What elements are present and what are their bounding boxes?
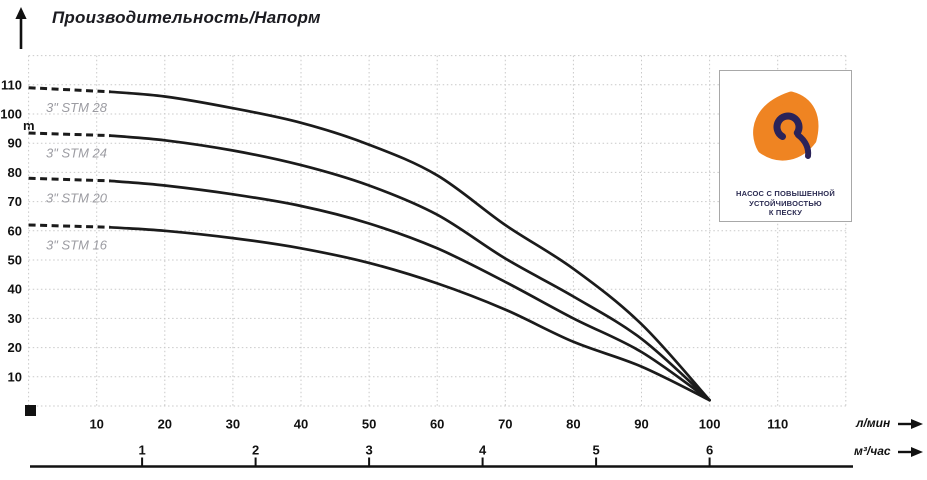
impeller-flower-icon	[752, 91, 818, 161]
x-tick-label-m3h: 1	[138, 443, 145, 458]
chart-title: Производительность/Напорм	[52, 8, 321, 27]
pump-curve	[108, 225, 711, 402]
y-tick-label: 100	[0, 107, 22, 122]
x-tick-label-m3h: 3	[365, 443, 372, 458]
badge-caption-line3: К ПЕСКУ	[768, 208, 803, 217]
pump-curve-dashed	[28, 86, 111, 94]
badge-caption-line1: НАСОС С ПОВЫШЕННОЙ	[736, 189, 835, 198]
x-tick-label-m3h: 6	[706, 443, 713, 458]
pump-curve-label: 3" STM 24	[46, 145, 107, 160]
pump-curve-label: 3" STM 20	[46, 191, 108, 206]
pump-curve	[108, 134, 711, 402]
y-tick-label: 50	[8, 253, 22, 268]
y-tick-label: 70	[8, 194, 22, 209]
x-tick-label-lmin: 70	[498, 417, 512, 432]
y-tick-label: 110	[1, 77, 22, 92]
up-arrow-icon	[15, 7, 27, 49]
x-tick-label-lmin: 10	[89, 417, 103, 432]
x-tick-label-lmin: 30	[226, 417, 240, 432]
pump-curve-dashed	[28, 223, 111, 229]
pump-curve-dashed	[28, 131, 111, 138]
y-tick-label: 40	[8, 282, 22, 297]
x-tick-label-lmin: 90	[634, 417, 648, 432]
pump-curve	[108, 179, 711, 402]
x-axis-unit-lmin: л/мин	[856, 416, 891, 430]
badge-caption: НАСОС С ПОВЫШЕННОЙ УСТОЙЧИВОСТЬЮ К ПЕСКУ	[736, 189, 835, 218]
badge-caption-line2: УСТОЙЧИВОСТЬЮ	[749, 198, 822, 208]
x-tick-label-m3h: 4	[479, 443, 487, 458]
y-tick-label: 60	[8, 223, 22, 238]
x-tick-label-m3h: 2	[252, 443, 259, 458]
y-tick-label: 20	[8, 340, 22, 355]
sand-resistance-badge: НАСОС С ПОВЫШЕННОЙ УСТОЙЧИВОСТЬЮ К ПЕСКУ	[719, 70, 852, 222]
x-tick-label-lmin: 100	[699, 417, 721, 432]
x-tick-label-lmin: 20	[158, 417, 172, 432]
right-arrow-icon	[898, 447, 923, 457]
pump-curve	[108, 90, 711, 402]
x-tick-label-m3h: 5	[592, 443, 599, 458]
pump-curve-label: 3" STM 16	[46, 237, 108, 252]
y-tick-label: 80	[8, 165, 22, 180]
x-tick-label-lmin: 110	[767, 417, 788, 432]
x-tick-label-lmin: 50	[362, 417, 376, 432]
pump-curve-label: 3" STM 28	[46, 100, 108, 115]
x-tick-label-lmin: 40	[294, 417, 308, 432]
y-tick-label: 90	[8, 136, 22, 151]
origin-marker	[25, 405, 36, 416]
pump-curve-dashed	[28, 176, 111, 183]
right-arrow-icon	[898, 419, 923, 429]
x-tick-label-lmin: 80	[566, 417, 580, 432]
y-tick-label: 10	[8, 369, 22, 384]
y-tick-label: 30	[8, 311, 22, 326]
x-tick-label-lmin: 60	[430, 417, 444, 432]
x-axis-unit-m3h: м³/час	[854, 444, 891, 458]
